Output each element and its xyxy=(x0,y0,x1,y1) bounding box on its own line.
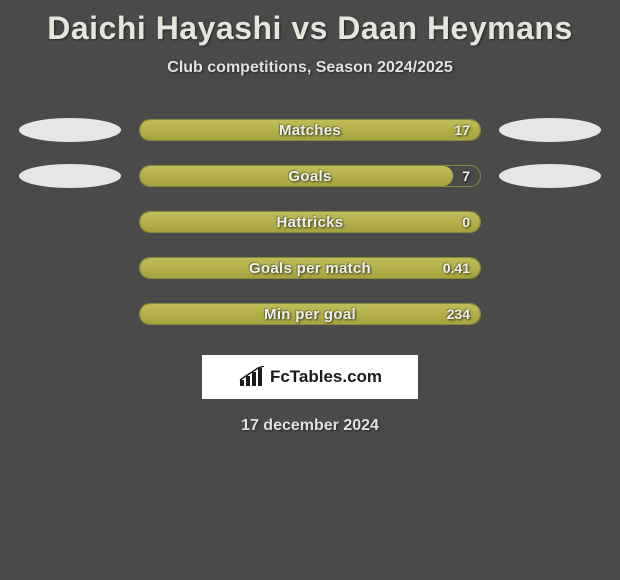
left-ellipse-slot xyxy=(19,256,121,280)
stat-row: Goals7 xyxy=(0,165,620,187)
stat-label: Hattricks xyxy=(140,212,480,232)
comparison-infographic: Daichi Hayashi vs Daan Heymans Club comp… xyxy=(0,0,620,435)
page-title: Daichi Hayashi vs Daan Heymans xyxy=(0,10,620,47)
stat-value: 0.41 xyxy=(443,258,470,278)
left-ellipse-slot xyxy=(19,210,121,234)
left-ellipse xyxy=(19,118,121,142)
right-ellipse xyxy=(499,118,601,142)
stat-label: Goals per match xyxy=(140,258,480,278)
stat-row: Hattricks0 xyxy=(0,211,620,233)
logo-text: FcTables.com xyxy=(270,367,382,387)
right-ellipse xyxy=(499,164,601,188)
right-ellipse-slot xyxy=(499,256,601,280)
stat-label: Matches xyxy=(140,120,480,140)
right-ellipse-slot xyxy=(499,210,601,234)
stat-value: 17 xyxy=(454,120,470,140)
subtitle: Club competitions, Season 2024/2025 xyxy=(0,59,620,77)
left-ellipse xyxy=(19,164,121,188)
stat-label: Min per goal xyxy=(140,304,480,324)
stat-value: 0 xyxy=(462,212,470,232)
stat-bar: Goals per match0.41 xyxy=(139,257,481,279)
left-ellipse-slot xyxy=(19,302,121,326)
stat-row: Goals per match0.41 xyxy=(0,257,620,279)
stat-bar: Min per goal234 xyxy=(139,303,481,325)
stat-label: Goals xyxy=(140,166,480,186)
stat-bar: Hattricks0 xyxy=(139,211,481,233)
stat-row: Matches17 xyxy=(0,119,620,141)
bar-chart-icon xyxy=(238,366,266,388)
right-ellipse-slot xyxy=(499,302,601,326)
stats-rows: Matches17 Goals7 Hattricks0 Goals per match… xyxy=(0,119,620,325)
stat-value: 234 xyxy=(447,304,470,324)
stat-bar: Goals7 xyxy=(139,165,481,187)
logo-box: FcTables.com xyxy=(202,355,418,399)
date-line: 17 december 2024 xyxy=(0,417,620,435)
stat-value: 7 xyxy=(462,166,470,186)
logo: FcTables.com xyxy=(238,366,382,388)
stat-row: Min per goal234 xyxy=(0,303,620,325)
stat-bar: Matches17 xyxy=(139,119,481,141)
